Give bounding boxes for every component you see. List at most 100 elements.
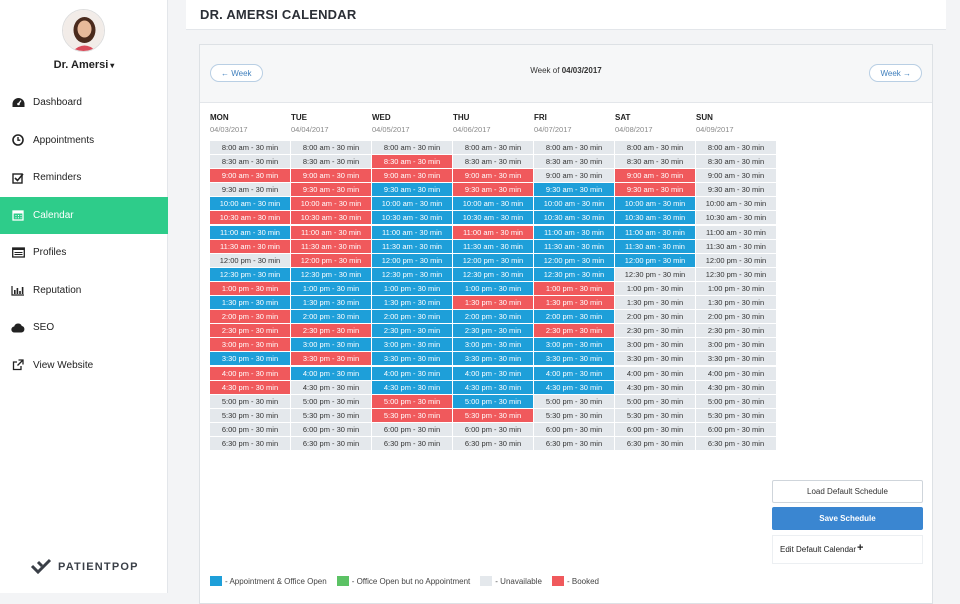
time-slot[interactable]: 8:30 am - 30 min: [291, 155, 371, 169]
time-slot[interactable]: 2:30 pm - 30 min: [453, 324, 533, 338]
time-slot[interactable]: 12:00 pm - 30 min: [615, 253, 695, 267]
time-slot[interactable]: 6:30 pm - 30 min: [534, 436, 614, 450]
time-slot[interactable]: 11:30 am - 30 min: [453, 239, 533, 253]
time-slot[interactable]: 8:30 am - 30 min: [696, 155, 776, 169]
time-slot[interactable]: 3:00 pm - 30 min: [210, 338, 290, 352]
time-slot[interactable]: 10:00 am - 30 min: [210, 197, 290, 211]
time-slot[interactable]: 11:00 am - 30 min: [291, 225, 371, 239]
load-default-schedule-button[interactable]: Load Default Schedule: [772, 480, 923, 503]
time-slot[interactable]: 12:00 pm - 30 min: [372, 253, 452, 267]
next-week-button[interactable]: Week →: [869, 64, 922, 82]
time-slot[interactable]: 12:30 pm - 30 min: [696, 267, 776, 281]
time-slot[interactable]: 5:00 pm - 30 min: [615, 394, 695, 408]
time-slot[interactable]: 10:30 am - 30 min: [453, 211, 533, 225]
time-slot[interactable]: 5:30 pm - 30 min: [534, 408, 614, 422]
time-slot[interactable]: 2:00 pm - 30 min: [372, 310, 452, 324]
time-slot[interactable]: 11:30 am - 30 min: [372, 239, 452, 253]
time-slot[interactable]: 9:30 am - 30 min: [372, 183, 452, 197]
time-slot[interactable]: 9:30 am - 30 min: [696, 183, 776, 197]
time-slot[interactable]: 6:00 pm - 30 min: [210, 422, 290, 436]
time-slot[interactable]: 10:30 am - 30 min: [534, 211, 614, 225]
time-slot[interactable]: 4:00 pm - 30 min: [291, 366, 371, 380]
avatar[interactable]: [62, 9, 105, 52]
time-slot[interactable]: 4:30 pm - 30 min: [372, 380, 452, 394]
time-slot[interactable]: 8:00 am - 30 min: [615, 141, 695, 154]
sidebar-item-appointments[interactable]: Appointments: [0, 122, 168, 160]
time-slot[interactable]: 6:00 pm - 30 min: [453, 422, 533, 436]
time-slot[interactable]: 5:30 pm - 30 min: [615, 408, 695, 422]
time-slot[interactable]: 3:00 pm - 30 min: [453, 338, 533, 352]
time-slot[interactable]: 5:30 pm - 30 min: [453, 408, 533, 422]
time-slot[interactable]: 6:30 pm - 30 min: [696, 436, 776, 450]
time-slot[interactable]: 8:00 am - 30 min: [696, 141, 776, 154]
time-slot[interactable]: 12:30 pm - 30 min: [534, 267, 614, 281]
time-slot[interactable]: 3:00 pm - 30 min: [372, 338, 452, 352]
time-slot[interactable]: 5:00 pm - 30 min: [210, 394, 290, 408]
time-slot[interactable]: 6:30 pm - 30 min: [210, 436, 290, 450]
time-slot[interactable]: 9:00 am - 30 min: [291, 169, 371, 183]
time-slot[interactable]: 9:00 am - 30 min: [696, 169, 776, 183]
sidebar-item-reputation[interactable]: Reputation: [0, 272, 168, 310]
time-slot[interactable]: 3:30 pm - 30 min: [210, 352, 290, 366]
time-slot[interactable]: 9:00 am - 30 min: [372, 169, 452, 183]
time-slot[interactable]: 10:30 am - 30 min: [696, 211, 776, 225]
time-slot[interactable]: 3:00 pm - 30 min: [696, 338, 776, 352]
time-slot[interactable]: 9:30 am - 30 min: [615, 183, 695, 197]
time-slot[interactable]: 9:00 am - 30 min: [534, 169, 614, 183]
time-slot[interactable]: 11:30 am - 30 min: [534, 239, 614, 253]
time-slot[interactable]: 2:30 pm - 30 min: [615, 324, 695, 338]
time-slot[interactable]: 11:30 am - 30 min: [210, 239, 290, 253]
time-slot[interactable]: 8:00 am - 30 min: [534, 141, 614, 154]
time-slot[interactable]: 11:00 am - 30 min: [453, 225, 533, 239]
time-slot[interactable]: 11:30 am - 30 min: [291, 239, 371, 253]
sidebar-item-reminders[interactable]: Reminders: [0, 159, 168, 197]
time-slot[interactable]: 8:00 am - 30 min: [291, 141, 371, 154]
time-slot[interactable]: 2:00 pm - 30 min: [291, 310, 371, 324]
time-slot[interactable]: 10:00 am - 30 min: [372, 197, 452, 211]
time-slot[interactable]: 4:00 pm - 30 min: [372, 366, 452, 380]
time-slot[interactable]: 8:30 am - 30 min: [534, 155, 614, 169]
time-slot[interactable]: 8:30 am - 30 min: [210, 155, 290, 169]
time-slot[interactable]: 3:00 pm - 30 min: [615, 338, 695, 352]
time-slot[interactable]: 11:30 am - 30 min: [696, 239, 776, 253]
sidebar-item-seo[interactable]: SEO: [0, 309, 168, 347]
time-slot[interactable]: 10:00 am - 30 min: [615, 197, 695, 211]
user-menu[interactable]: Dr. Amersi ▾: [0, 59, 168, 71]
time-slot[interactable]: 9:30 am - 30 min: [210, 183, 290, 197]
time-slot[interactable]: 10:00 am - 30 min: [291, 197, 371, 211]
time-slot[interactable]: 9:30 am - 30 min: [534, 183, 614, 197]
time-slot[interactable]: 1:00 pm - 30 min: [210, 281, 290, 295]
time-slot[interactable]: 6:00 pm - 30 min: [534, 422, 614, 436]
time-slot[interactable]: 6:30 pm - 30 min: [453, 436, 533, 450]
time-slot[interactable]: 9:30 am - 30 min: [453, 183, 533, 197]
previous-week-button[interactable]: ← Week: [210, 64, 263, 82]
time-slot[interactable]: 4:30 pm - 30 min: [453, 380, 533, 394]
time-slot[interactable]: 12:30 pm - 30 min: [372, 267, 452, 281]
time-slot[interactable]: 1:30 pm - 30 min: [291, 296, 371, 310]
time-slot[interactable]: 8:30 am - 30 min: [372, 155, 452, 169]
time-slot[interactable]: 9:00 am - 30 min: [453, 169, 533, 183]
time-slot[interactable]: 12:30 pm - 30 min: [453, 267, 533, 281]
time-slot[interactable]: 5:00 pm - 30 min: [453, 394, 533, 408]
time-slot[interactable]: 2:30 pm - 30 min: [372, 324, 452, 338]
sidebar-item-calendar[interactable]: Calendar: [0, 196, 168, 234]
time-slot[interactable]: 1:00 pm - 30 min: [615, 281, 695, 295]
time-slot[interactable]: 4:30 pm - 30 min: [696, 380, 776, 394]
time-slot[interactable]: 12:00 pm - 30 min: [210, 253, 290, 267]
time-slot[interactable]: 8:00 am - 30 min: [210, 141, 290, 154]
time-slot[interactable]: 3:30 pm - 30 min: [372, 352, 452, 366]
time-slot[interactable]: 2:30 pm - 30 min: [534, 324, 614, 338]
time-slot[interactable]: 1:30 pm - 30 min: [615, 296, 695, 310]
time-slot[interactable]: 1:00 pm - 30 min: [453, 281, 533, 295]
time-slot[interactable]: 3:00 pm - 30 min: [534, 338, 614, 352]
time-slot[interactable]: 1:30 pm - 30 min: [534, 296, 614, 310]
time-slot[interactable]: 5:30 pm - 30 min: [210, 408, 290, 422]
time-slot[interactable]: 1:30 pm - 30 min: [453, 296, 533, 310]
time-slot[interactable]: 8:00 am - 30 min: [453, 141, 533, 154]
time-slot[interactable]: 10:00 am - 30 min: [534, 197, 614, 211]
time-slot[interactable]: 10:30 am - 30 min: [210, 211, 290, 225]
time-slot[interactable]: 3:00 pm - 30 min: [291, 338, 371, 352]
time-slot[interactable]: 12:30 pm - 30 min: [291, 267, 371, 281]
time-slot[interactable]: 3:30 pm - 30 min: [615, 352, 695, 366]
time-slot[interactable]: 6:30 pm - 30 min: [372, 436, 452, 450]
